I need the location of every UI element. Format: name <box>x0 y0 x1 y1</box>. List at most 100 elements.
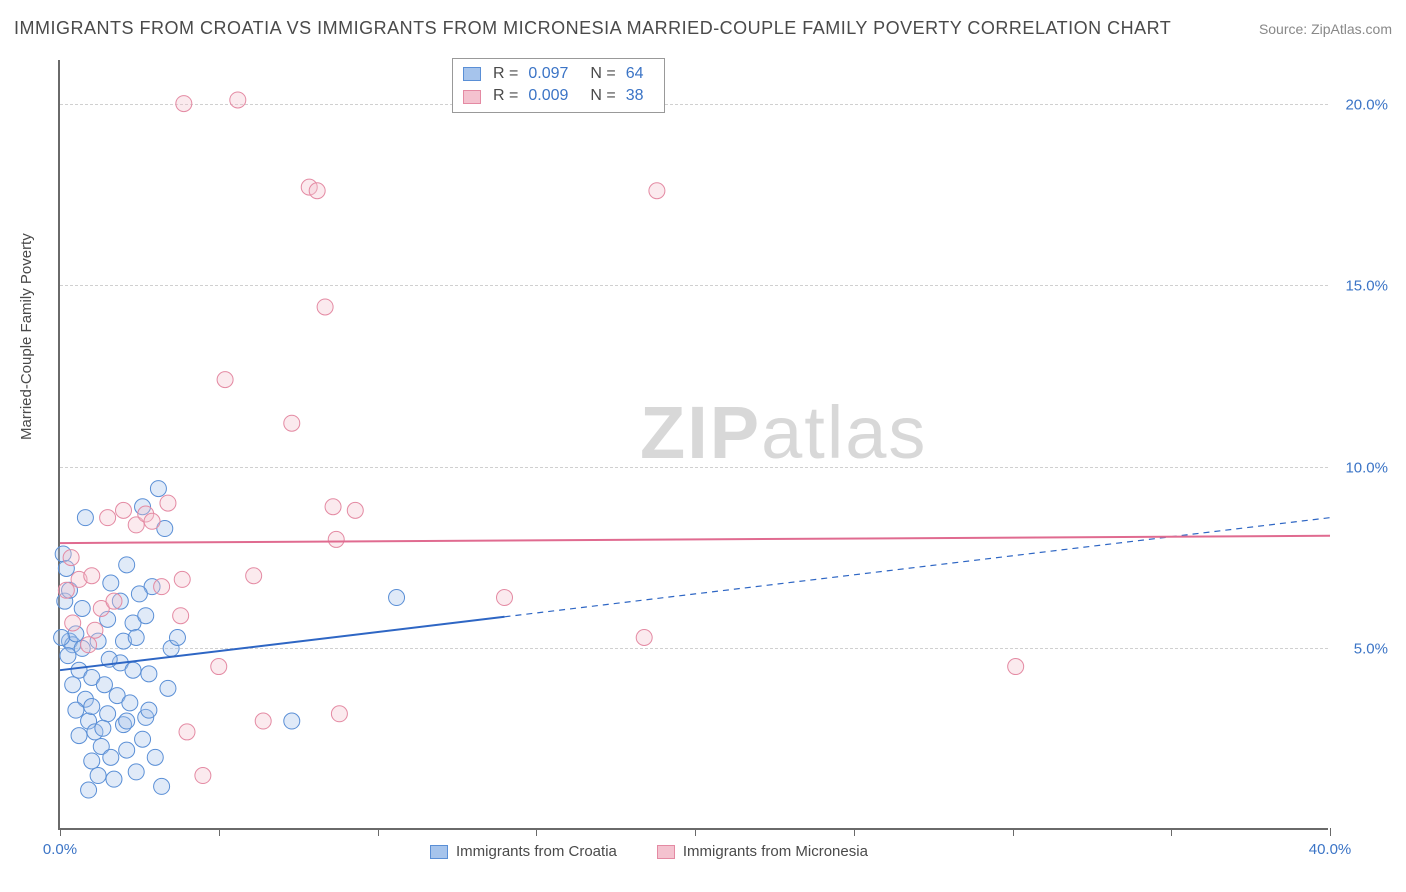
data-point <box>154 778 170 794</box>
x-tick <box>536 828 537 836</box>
data-point <box>131 586 147 602</box>
x-tick <box>1013 828 1014 836</box>
r-label: R = <box>493 85 518 107</box>
x-tick <box>695 828 696 836</box>
data-point <box>160 680 176 696</box>
data-point <box>160 495 176 511</box>
data-point <box>71 728 87 744</box>
legend-item: Immigrants from Croatia <box>430 843 617 860</box>
data-point <box>84 699 100 715</box>
data-point <box>144 513 160 529</box>
r-value: 0.097 <box>528 63 568 85</box>
data-point <box>74 600 90 616</box>
data-point <box>119 713 135 729</box>
data-point <box>284 713 300 729</box>
data-point <box>246 568 262 584</box>
series-swatch <box>463 67 481 81</box>
data-point <box>325 499 341 515</box>
data-point <box>331 706 347 722</box>
stats-row: R =0.097N =64 <box>463 63 654 85</box>
y-tick-label: 20.0% <box>1345 96 1388 113</box>
correlation-stats-box: R =0.097N =64R =0.009N =38 <box>452 58 665 113</box>
trend-line-solid <box>60 536 1330 543</box>
data-point <box>230 92 246 108</box>
data-point <box>141 666 157 682</box>
data-point <box>128 764 144 780</box>
data-point <box>195 768 211 784</box>
data-point <box>128 630 144 646</box>
x-tick <box>60 828 61 836</box>
data-point <box>63 550 79 566</box>
legend-item: Immigrants from Micronesia <box>657 843 868 860</box>
data-point <box>106 771 122 787</box>
x-tick-label: 40.0% <box>1309 841 1352 858</box>
data-point <box>95 720 111 736</box>
data-point <box>60 648 76 664</box>
data-point <box>328 531 344 547</box>
legend-swatch <box>657 845 675 859</box>
data-point <box>317 299 333 315</box>
data-point <box>179 724 195 740</box>
data-point <box>135 731 151 747</box>
data-point <box>154 579 170 595</box>
data-point <box>81 637 97 653</box>
r-value: 0.009 <box>528 85 568 107</box>
data-point <box>68 702 84 718</box>
data-point <box>147 749 163 765</box>
data-point <box>389 590 405 606</box>
y-axis-label: Married-Couple Family Poverty <box>18 233 35 440</box>
data-point <box>150 481 166 497</box>
data-point <box>119 742 135 758</box>
data-point <box>106 593 122 609</box>
data-point <box>87 622 103 638</box>
n-value: 38 <box>626 85 644 107</box>
plot-area: ZIPatlas 5.0%10.0%15.0%20.0% R =0.097N =… <box>58 60 1328 830</box>
data-point <box>174 571 190 587</box>
n-label: N = <box>590 63 615 85</box>
data-point <box>347 502 363 518</box>
data-point <box>284 415 300 431</box>
data-point <box>103 575 119 591</box>
x-tick <box>1330 828 1331 836</box>
data-point <box>119 557 135 573</box>
data-point <box>173 608 189 624</box>
data-point <box>77 510 93 526</box>
legend-label: Immigrants from Croatia <box>456 843 617 860</box>
data-point <box>176 96 192 112</box>
data-point <box>217 372 233 388</box>
data-point <box>138 608 154 624</box>
x-tick-label: 0.0% <box>43 841 77 858</box>
n-label: N = <box>590 85 615 107</box>
data-point <box>1008 659 1024 675</box>
chart-title: IMMIGRANTS FROM CROATIA VS IMMIGRANTS FR… <box>14 18 1171 39</box>
data-point <box>84 568 100 584</box>
data-point <box>58 582 74 598</box>
source-attribution: Source: ZipAtlas.com <box>1259 21 1392 37</box>
series-swatch <box>463 90 481 104</box>
data-point <box>141 702 157 718</box>
x-tick <box>854 828 855 836</box>
y-tick-label: 10.0% <box>1345 459 1388 476</box>
data-point <box>65 677 81 693</box>
y-tick-label: 5.0% <box>1354 641 1388 658</box>
data-point <box>255 713 271 729</box>
x-tick <box>1171 828 1172 836</box>
data-point <box>211 659 227 675</box>
r-label: R = <box>493 63 518 85</box>
data-point <box>636 630 652 646</box>
data-point <box>84 753 100 769</box>
data-point <box>103 749 119 765</box>
series-legend: Immigrants from Croatia Immigrants from M… <box>430 843 868 860</box>
data-point <box>90 768 106 784</box>
x-tick <box>219 828 220 836</box>
data-point <box>100 706 116 722</box>
data-point <box>125 662 141 678</box>
stats-row: R = 0.009 N = 38 <box>463 85 654 107</box>
data-point <box>96 677 112 693</box>
legend-swatch <box>430 845 448 859</box>
data-point <box>100 510 116 526</box>
legend-label: Immigrants from Micronesia <box>683 843 868 860</box>
data-point <box>65 615 81 631</box>
data-point <box>116 502 132 518</box>
data-point <box>309 183 325 199</box>
